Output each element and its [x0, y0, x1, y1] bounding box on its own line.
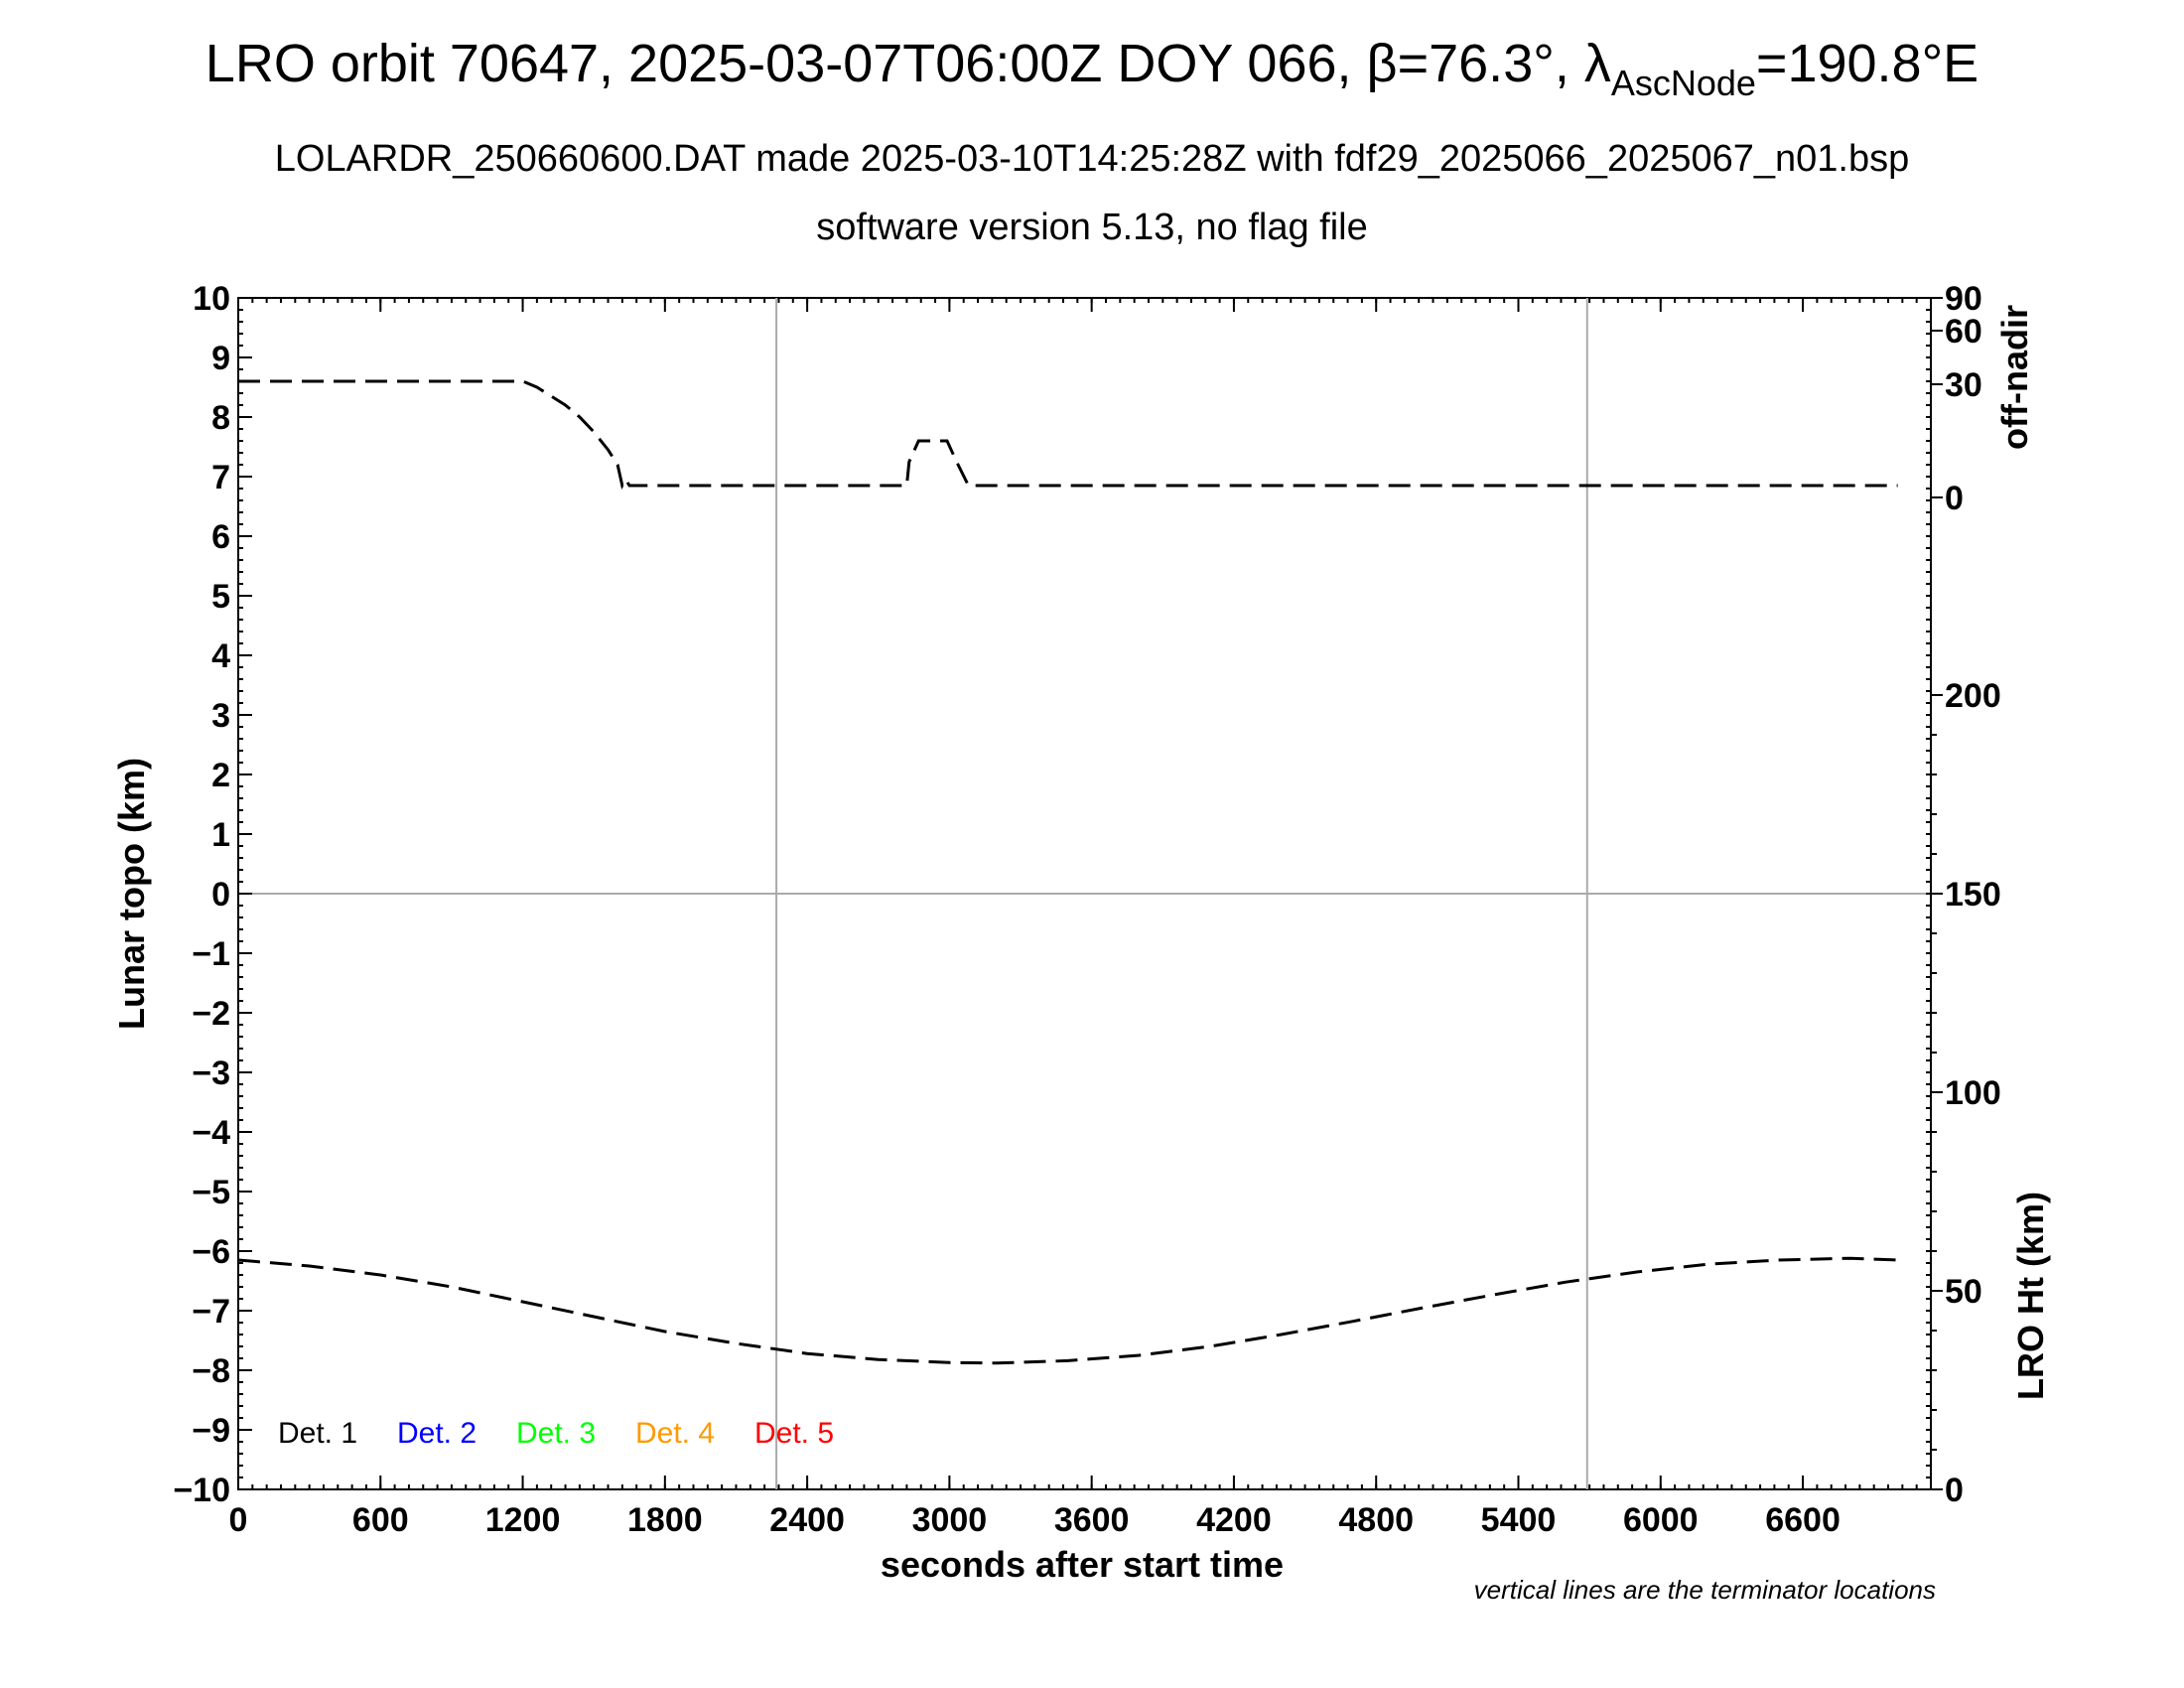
x-tick-labels: 0 600 1200 1800 2400 3000 3600 4200 4800 5400 6000…	[229, 298, 1841, 1539]
legend: Det. 1 Det. 2 Det. 3 Det. 4 Det. 5	[278, 1417, 834, 1450]
x-tick-label: 1800	[627, 1501, 703, 1539]
y-tick-label: −7	[192, 1293, 230, 1331]
lro-height-series-line	[237, 1256, 1898, 1365]
minor-tick-layer	[237, 297, 1932, 1490]
x-tick-label: 4800	[1338, 1501, 1414, 1539]
y-tick-label: 7	[211, 459, 230, 496]
legend-entry: Det. 3	[516, 1417, 596, 1450]
chart-subtitle-file: LOLARDR_250660600.DAT made 2025-03-10T14…	[275, 138, 1910, 180]
grid-layer	[238, 298, 1931, 1489]
y-tick-label: −6	[192, 1233, 230, 1271]
y-axis-label: Lunar topo (km)	[111, 758, 152, 1030]
y-tick-label: −9	[192, 1412, 230, 1450]
x-tick-label: 0	[229, 1501, 248, 1539]
y-tick-label: 0	[211, 876, 230, 914]
y-tick-label: 3	[211, 697, 230, 735]
y-tick-label: −1	[192, 935, 230, 973]
y-tick-label: 2	[211, 757, 230, 794]
series-layer	[237, 379, 1898, 1365]
x-tick-label: 3600	[1054, 1501, 1130, 1539]
off-nadir-axis-label: off-nadir	[1994, 305, 2035, 450]
off-nadir-tick-label: 60	[1945, 313, 1982, 351]
legend-entry: Det. 2	[397, 1417, 477, 1450]
y-tick-label: 5	[211, 578, 230, 616]
x-tick-label: 5400	[1481, 1501, 1557, 1539]
lro-ht-axis-label: LRO Ht (km)	[2010, 1192, 2051, 1400]
y-tick-label: 8	[211, 399, 230, 437]
lro-ht-tick-label: 0	[1945, 1472, 1964, 1509]
x-tick-label: 3000	[912, 1501, 988, 1539]
y-tick-label: −5	[192, 1174, 230, 1211]
x-tick-label: 6600	[1765, 1501, 1841, 1539]
chart-subtitle-version: software version 5.13, no flag file	[816, 207, 1368, 248]
x-tick-label: 2400	[769, 1501, 845, 1539]
chart-title: LRO orbit 70647, 2025-03-07T06:00Z DOY 0…	[205, 34, 1979, 103]
y-tick-label: 4	[211, 637, 230, 675]
y-tick-label: −3	[192, 1055, 230, 1092]
legend-entry: Det. 4	[635, 1417, 715, 1450]
legend-entry: Det. 5	[754, 1417, 834, 1450]
y-tick-label: −4	[192, 1114, 230, 1152]
x-tick-label: 4200	[1196, 1501, 1272, 1539]
off-nadir-tick-label: 90	[1945, 280, 1982, 318]
x-tick-label: 600	[352, 1501, 409, 1539]
lro-ht-tick-label: 200	[1945, 677, 2001, 715]
y-tick-label: 6	[211, 518, 230, 556]
off-nadir-tick-label: 0	[1945, 480, 1964, 517]
off-nadir-tick-label: 30	[1945, 366, 1982, 404]
y-tick-label: −2	[192, 995, 230, 1033]
lro-ht-tick-label: 50	[1945, 1273, 1982, 1311]
lro-ht-tick-label: 150	[1945, 876, 2001, 914]
x-axis-label: seconds after start time	[881, 1544, 1284, 1585]
x-tick-label: 6000	[1623, 1501, 1699, 1539]
x-tick-label: 1200	[485, 1501, 561, 1539]
y-tick-label: 10	[193, 280, 230, 318]
lro-ht-tick-label: 100	[1945, 1074, 2001, 1112]
legend-entry: Det. 1	[278, 1417, 357, 1450]
y-tick-label: 1	[211, 816, 230, 854]
y-tick-label: −10	[173, 1472, 230, 1509]
off-nadir-series-line	[238, 379, 1898, 490]
terminator-note: vertical lines are the terminator locati…	[1474, 1575, 1936, 1605]
y-tick-label: 9	[211, 340, 230, 377]
y-tick-label: −8	[192, 1352, 230, 1390]
